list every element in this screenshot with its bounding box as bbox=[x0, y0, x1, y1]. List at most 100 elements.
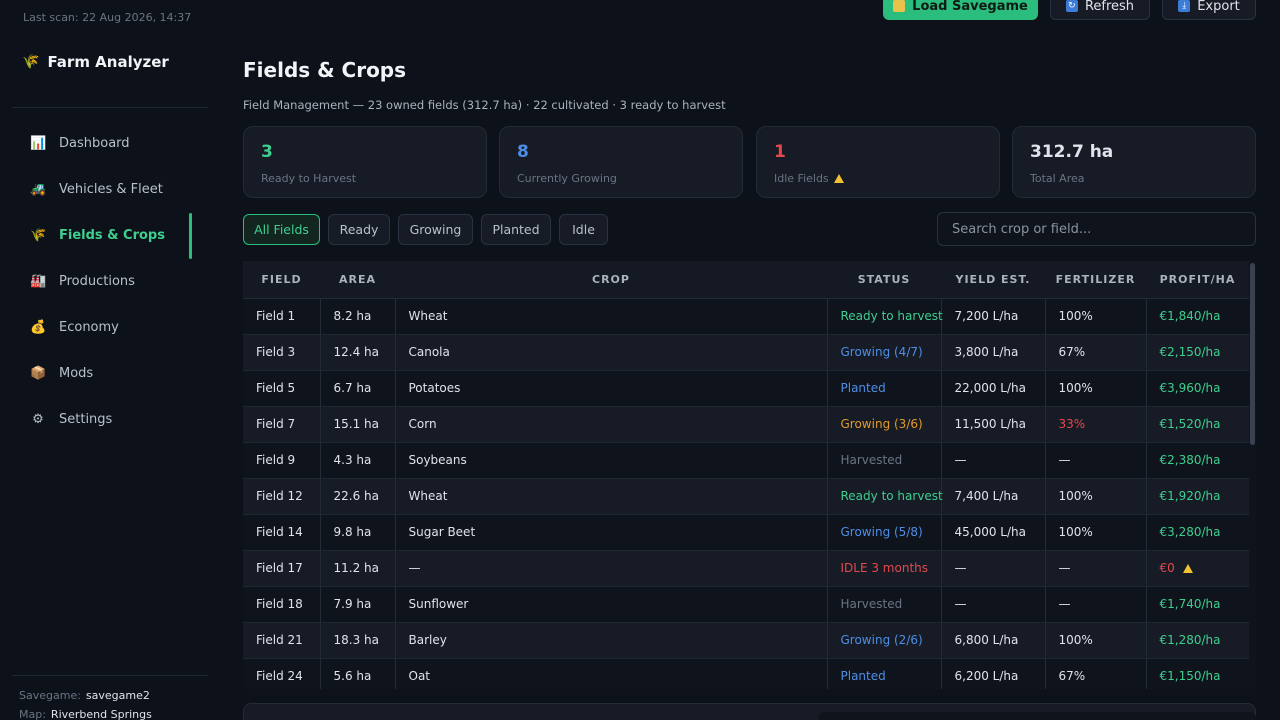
cell-field: Field 12 bbox=[243, 477, 320, 514]
cell-yield-text: 6,800 L/ha bbox=[954, 633, 1019, 647]
filter-idle[interactable]: Idle bbox=[559, 214, 608, 245]
cell-status: Planted bbox=[826, 369, 941, 406]
cell-fertilizer-text: 67% bbox=[1058, 345, 1086, 359]
cell-area: 6.7 ha bbox=[319, 369, 395, 406]
cell-fertilizer: 100% bbox=[1044, 621, 1146, 658]
cell-fertilizer-text: — bbox=[1058, 597, 1071, 611]
cell-field: Field 1 bbox=[243, 297, 320, 334]
table-row[interactable]: Field 17 11.2 ha — IDLE 3 months — — €0 bbox=[243, 549, 1249, 586]
export-label: Export bbox=[1197, 0, 1240, 14]
cell-status-text: Growing (4/7) bbox=[840, 345, 923, 359]
cell-profit-text: €1,280/ha bbox=[1159, 633, 1221, 647]
cell-status-text: Planted bbox=[840, 669, 886, 684]
cell-fertilizer-text: 100% bbox=[1058, 489, 1093, 503]
cell-yield: 22,000 L/ha bbox=[940, 369, 1045, 406]
table-row[interactable]: Field 14 9.8 ha Sugar Beet Growing (5/8) 45,… bbox=[243, 513, 1249, 550]
sidebar-footer-divider bbox=[12, 675, 208, 676]
cell-field-text: Field 1 bbox=[256, 309, 296, 323]
cell-fertilizer: 33% bbox=[1044, 405, 1146, 442]
cell-field-text: Field 17 bbox=[256, 561, 303, 575]
sidebar: Last scan: 22 Aug 2026, 14:37 🌾 Farm Ana… bbox=[0, 0, 220, 720]
table-scrollbar-thumb[interactable] bbox=[1250, 263, 1255, 445]
cell-crop: — bbox=[394, 549, 827, 586]
cell-crop: Sunflower bbox=[394, 585, 827, 622]
cell-profit: €0 bbox=[1145, 549, 1249, 586]
cell-profit: €1,520/ha bbox=[1145, 405, 1249, 442]
refresh-button[interactable]: ↻ Refresh bbox=[1050, 0, 1150, 20]
cell-area: 7.9 ha bbox=[319, 585, 395, 622]
col-header-area[interactable]: AREA bbox=[320, 261, 395, 299]
col-header-profit[interactable]: PROFIT/HA bbox=[1146, 261, 1249, 299]
cell-crop-text: Wheat bbox=[408, 489, 448, 503]
export-button[interactable]: ⤓ Export bbox=[1162, 0, 1256, 20]
cell-yield: 7,200 L/ha bbox=[940, 297, 1045, 334]
cell-status-text: Growing (5/8) bbox=[840, 525, 923, 539]
filter-growing[interactable]: Growing bbox=[398, 214, 473, 245]
cell-profit-text: €1,520/ha bbox=[1159, 417, 1221, 431]
sidebar-item-economy[interactable]: 💰 Economy bbox=[12, 305, 192, 349]
cell-status-text: Ready to harvest bbox=[840, 489, 943, 503]
table-row[interactable]: Field 12 22.6 ha Wheat Ready to harvest 7,40… bbox=[243, 477, 1249, 514]
cell-crop-text: Corn bbox=[408, 417, 437, 431]
table-row[interactable]: Field 18 7.9 ha Sunflower Harvested — — €1,740… bbox=[243, 585, 1249, 622]
sidebar-item-dashboard[interactable]: 📊 Dashboard bbox=[12, 121, 192, 165]
col-header-yield[interactable]: YIELD EST. bbox=[941, 261, 1045, 299]
factory-icon: 🏭 bbox=[30, 273, 47, 289]
load-savegame-label: Load Savegame bbox=[912, 0, 1028, 14]
col-header-fertilizer[interactable]: FERTILIZER bbox=[1045, 261, 1146, 299]
sidebar-item-label: Economy bbox=[59, 319, 119, 335]
cell-field: Field 21 bbox=[243, 621, 320, 658]
sidebar-item-settings[interactable]: ⚙ Settings bbox=[12, 397, 192, 441]
cell-fertilizer: 67% bbox=[1044, 333, 1146, 370]
cell-area: 8.2 ha bbox=[319, 297, 395, 334]
table-row[interactable]: Field 5 6.7 ha Potatoes Planted 22,000 L/ha 1… bbox=[243, 369, 1249, 406]
sidebar-item-productions[interactable]: 🏭 Productions bbox=[12, 259, 192, 303]
stat-label-text: Currently Growing bbox=[517, 172, 617, 185]
stat-value: 312.7 ha bbox=[1030, 142, 1114, 162]
cell-profit: €1,280/ha bbox=[1145, 621, 1249, 658]
cell-status: Harvested bbox=[826, 441, 941, 478]
cell-area: 12.4 ha bbox=[319, 333, 395, 370]
table-row[interactable]: Field 21 18.3 ha Barley Growing (2/6) 6,800 … bbox=[243, 621, 1249, 658]
sidebar-item-vehicles[interactable]: 🚜 Vehicles & Fleet bbox=[12, 167, 192, 211]
map-info: Map: Riverbend Springs bbox=[19, 708, 152, 720]
stat-label: Ready to Harvest bbox=[261, 172, 356, 185]
table-row[interactable]: Field 7 15.1 ha Corn Growing (3/6) 11,500 L/… bbox=[243, 405, 1249, 442]
sidebar-item-mods[interactable]: 📦 Mods bbox=[12, 351, 192, 395]
cell-field-text: Field 7 bbox=[256, 417, 296, 431]
filter-ready[interactable]: Ready bbox=[328, 214, 390, 245]
table-scrollbar[interactable] bbox=[1249, 261, 1256, 689]
col-header-field[interactable]: FIELD bbox=[243, 261, 320, 299]
cell-profit-text: €0 bbox=[1159, 561, 1175, 575]
table-row[interactable]: Field 3 12.4 ha Canola Growing (4/7) 3,800 L… bbox=[243, 333, 1249, 370]
cell-profit-text: €3,280/ha bbox=[1159, 525, 1221, 539]
col-header-crop[interactable]: CROP bbox=[395, 261, 827, 299]
cell-crop: Sugar Beet bbox=[394, 513, 827, 550]
cell-profit-text: €1,740/ha bbox=[1159, 597, 1221, 611]
box-icon: 📦 bbox=[30, 365, 47, 381]
cell-fertilizer-text: — bbox=[1058, 561, 1071, 575]
filter-all-fields[interactable]: All Fields bbox=[243, 214, 320, 245]
table-row[interactable]: Field 24 5.6 ha Oat Planted 6,200 L/ha 67% €1,… bbox=[243, 657, 1249, 689]
sidebar-divider bbox=[12, 107, 208, 108]
table-row[interactable]: Field 9 4.3 ha Soybeans Harvested — — €2,380/h… bbox=[243, 441, 1249, 478]
cell-crop-text: Sugar Beet bbox=[408, 525, 476, 539]
warning-icon bbox=[1182, 564, 1193, 573]
app-brand[interactable]: 🌾 Farm Analyzer bbox=[22, 53, 169, 71]
money-bag-icon: 💰 bbox=[30, 319, 47, 335]
sidebar-item-label: Settings bbox=[59, 411, 113, 427]
search-input[interactable] bbox=[937, 212, 1256, 246]
col-header-status[interactable]: STATUS bbox=[827, 261, 941, 299]
cell-fertilizer: 100% bbox=[1044, 369, 1146, 406]
cell-field-text: Field 18 bbox=[256, 597, 303, 611]
cell-yield: 3,800 L/ha bbox=[940, 333, 1045, 370]
warning-icon bbox=[833, 174, 844, 183]
filter-planted[interactable]: Planted bbox=[481, 214, 551, 245]
sidebar-item-fields[interactable]: 🌾 Fields & Crops bbox=[12, 213, 192, 259]
load-savegame-button[interactable]: Load Savegame bbox=[883, 0, 1038, 20]
cell-field: Field 9 bbox=[243, 441, 320, 478]
cell-field-text: Field 3 bbox=[256, 345, 296, 359]
cell-status: Growing (5/8) bbox=[826, 513, 941, 550]
table-row[interactable]: Field 1 8.2 ha Wheat Ready to harvest 7,200 … bbox=[243, 297, 1249, 334]
cell-area-text: 18.3 ha bbox=[333, 633, 380, 647]
